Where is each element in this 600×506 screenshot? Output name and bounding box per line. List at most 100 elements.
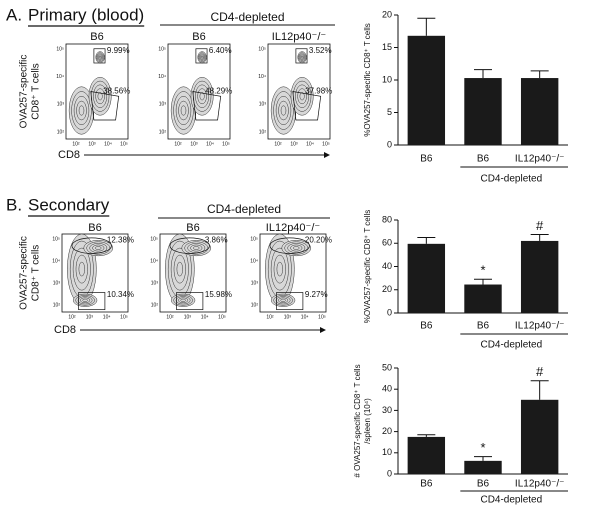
y-tick-label: 20 xyxy=(382,284,392,294)
contour xyxy=(297,51,307,64)
flow-y-tick: 10⁵ xyxy=(250,236,258,242)
contour xyxy=(299,53,305,61)
contour xyxy=(300,55,304,59)
y-tick-label: 50 xyxy=(382,362,392,372)
gate xyxy=(195,48,208,64)
panel-title: Primary (blood) xyxy=(28,5,144,24)
contour xyxy=(73,96,90,125)
gate xyxy=(71,237,112,254)
panel-label: A. xyxy=(6,5,22,24)
plot-frame xyxy=(167,43,231,140)
flow-y-tick: 10² xyxy=(251,302,259,308)
flow-x-tick: 10³ xyxy=(190,141,198,147)
contour xyxy=(297,88,307,105)
contour xyxy=(290,244,303,252)
gate-label: 12.38% xyxy=(107,235,134,244)
gate xyxy=(93,48,106,64)
x-axis-label: CD8 xyxy=(58,149,80,161)
flow-y-tick: 10³ xyxy=(151,280,159,286)
x-tick-label: B6 xyxy=(477,321,490,332)
contour xyxy=(298,52,306,63)
flow-y-tick: 10⁴ xyxy=(52,258,60,264)
flow-y-tick: 10³ xyxy=(159,102,167,108)
contour xyxy=(190,244,203,252)
plot-frame xyxy=(267,43,331,140)
x-tick-label: B6 xyxy=(420,154,433,165)
contour xyxy=(199,92,205,101)
contour xyxy=(88,77,112,116)
flow-y-tick: 10⁴ xyxy=(150,258,158,264)
contour xyxy=(72,293,98,307)
annotation: * xyxy=(480,263,485,278)
flow-x-tick: 10⁴ xyxy=(104,141,112,147)
plot-title: B6 xyxy=(90,31,103,43)
contour xyxy=(93,84,108,108)
bar xyxy=(464,78,502,145)
group-label: CD4-depleted xyxy=(207,202,281,216)
contour xyxy=(92,244,105,252)
group-label: CD4-depleted xyxy=(210,10,284,24)
y-tick-label: 40 xyxy=(382,261,392,271)
y-tick-label: 20 xyxy=(382,426,392,436)
flow-y-tick: 10³ xyxy=(251,280,259,286)
flow-y-tick: 10² xyxy=(53,302,61,308)
bar xyxy=(464,460,502,474)
annotation: # xyxy=(536,364,544,379)
flow-y-tick: 10⁵ xyxy=(56,46,64,52)
arrow-head xyxy=(320,327,326,333)
contour xyxy=(197,51,207,64)
contour xyxy=(290,77,314,116)
contour xyxy=(180,105,187,116)
y-axis-label: CD8⁺ T cells xyxy=(31,245,42,302)
arrow-head xyxy=(324,152,330,158)
flow-x-tick: 10² xyxy=(72,141,80,147)
flow-x-tick: 10² xyxy=(166,314,174,320)
y-tick-label: 20 xyxy=(382,9,392,19)
y-axis-label: OVA257-specific xyxy=(19,55,30,129)
contour xyxy=(197,88,207,105)
plot-title: IL12p40⁻/⁻ xyxy=(266,222,321,234)
contour xyxy=(176,261,183,277)
x-axis-label: CD8 xyxy=(54,324,76,336)
bar xyxy=(520,240,559,313)
contour xyxy=(95,246,102,250)
contour xyxy=(193,246,200,250)
x-tick-label: B6 xyxy=(420,479,433,490)
flow-x-tick: 10⁵ xyxy=(218,314,226,320)
gate xyxy=(295,48,308,64)
contour xyxy=(200,55,204,59)
contour xyxy=(97,92,103,101)
contour xyxy=(195,84,210,108)
contour xyxy=(76,100,87,121)
contour xyxy=(278,100,289,121)
bar xyxy=(407,35,446,145)
contour xyxy=(71,91,92,130)
contour xyxy=(95,51,105,64)
contour xyxy=(170,293,196,307)
x-tick-label: IL12p40⁻/⁻ xyxy=(515,479,564,490)
contour xyxy=(287,243,306,253)
contour xyxy=(82,298,88,302)
flow-x-tick: 10⁵ xyxy=(222,141,230,147)
gate-label: 37.98% xyxy=(305,87,332,96)
flow-y-tick: 10⁴ xyxy=(258,74,266,80)
flow-x-tick: 10³ xyxy=(88,141,96,147)
contour xyxy=(95,88,105,105)
contour xyxy=(270,293,296,307)
annotation: # xyxy=(536,218,544,233)
flow-x-tick: 10⁵ xyxy=(120,314,128,320)
flow-x-tick: 10⁴ xyxy=(103,314,111,320)
contour xyxy=(175,296,191,305)
flow-x-tick: 10³ xyxy=(290,141,298,147)
flow-y-tick: 10² xyxy=(159,129,167,135)
group-label: CD4-depleted xyxy=(480,174,542,185)
contour xyxy=(178,100,189,121)
y-tick-label: 0 xyxy=(387,468,392,478)
contour xyxy=(181,239,212,257)
contour xyxy=(273,91,294,130)
contour xyxy=(86,241,111,255)
contour xyxy=(281,239,312,257)
flow-y-tick: 10⁵ xyxy=(258,46,266,52)
flow-x-tick: 10⁴ xyxy=(206,141,214,147)
